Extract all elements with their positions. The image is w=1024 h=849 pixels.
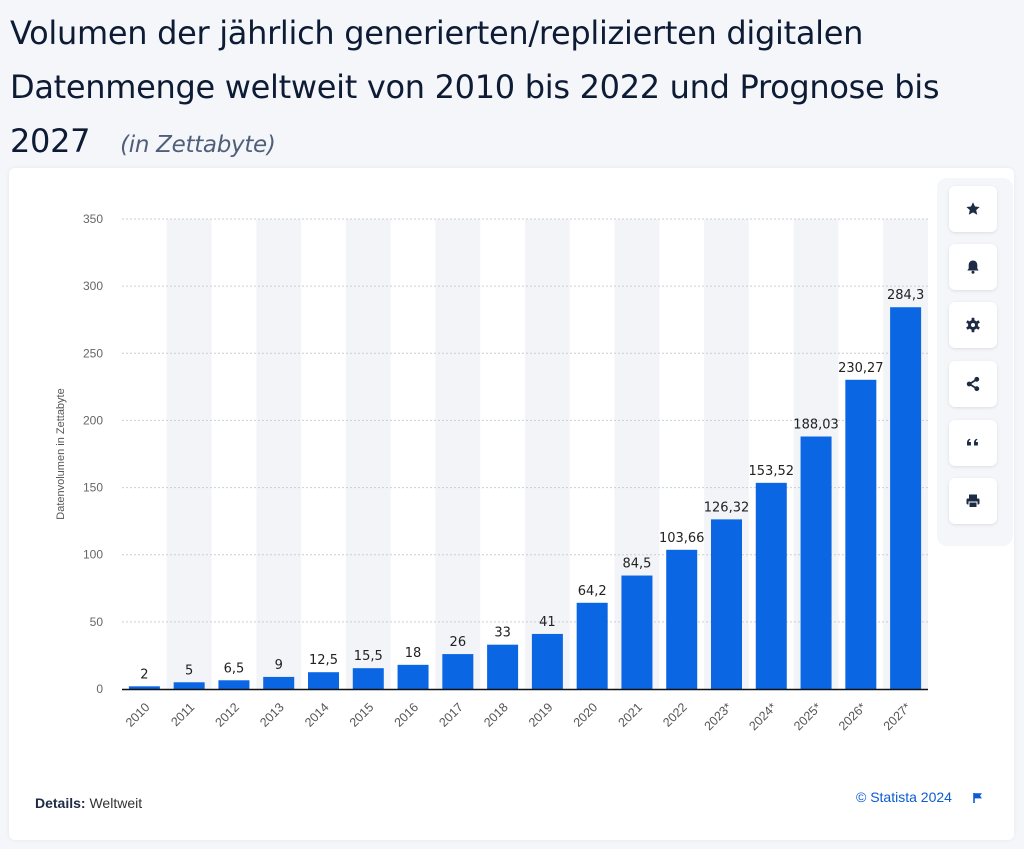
x-tick-label: 2026* xyxy=(836,700,869,733)
data-label: 284,3 xyxy=(887,288,924,303)
share-button[interactable] xyxy=(949,361,997,407)
bar[interactable] xyxy=(845,379,877,689)
cite-button[interactable] xyxy=(949,420,997,466)
bar[interactable] xyxy=(711,519,742,689)
column-band xyxy=(166,219,212,689)
data-label: 12,5 xyxy=(309,653,338,668)
x-tick-label: 2023* xyxy=(702,700,735,733)
data-label: 15,5 xyxy=(354,649,383,664)
y-tick-label: 0 xyxy=(96,682,103,696)
bar[interactable] xyxy=(487,644,519,689)
y-tick-label: 350 xyxy=(83,212,103,226)
x-tick-label: 2010 xyxy=(123,700,153,730)
data-label: 41 xyxy=(539,615,556,630)
flag-icon[interactable] xyxy=(972,792,984,804)
column-band xyxy=(256,219,302,689)
quote-icon xyxy=(967,438,978,446)
bell-icon xyxy=(967,260,979,274)
column-band xyxy=(435,219,481,689)
y-axis-title: Datenvolumen in Zettabyte xyxy=(55,388,67,519)
chart-subtitle: (in Zettabyte) xyxy=(120,132,276,158)
y-tick-label: 200 xyxy=(83,413,103,427)
data-label: 153,52 xyxy=(749,464,795,479)
bar[interactable] xyxy=(442,654,474,689)
x-tick-label: 2017 xyxy=(436,700,466,730)
data-label: 103,66 xyxy=(659,531,705,546)
bar[interactable] xyxy=(576,602,608,689)
gear-icon xyxy=(966,317,980,333)
data-label: 64,2 xyxy=(578,584,607,599)
data-label: 126,32 xyxy=(704,500,750,515)
bar[interactable] xyxy=(666,549,698,689)
x-tick-label: 2013 xyxy=(257,700,287,730)
print-button[interactable] xyxy=(949,478,997,524)
bar[interactable] xyxy=(397,664,429,689)
x-tick-label: 2011 xyxy=(168,700,197,729)
y-tick-label: 300 xyxy=(83,279,103,293)
x-tick-label: 2025* xyxy=(791,700,824,733)
y-tick-label: 250 xyxy=(83,346,103,360)
x-tick-label: 2019 xyxy=(526,700,556,730)
x-tick-label: 2014 xyxy=(302,700,332,730)
x-tick-label: 2020 xyxy=(571,700,601,730)
bar[interactable] xyxy=(352,668,384,689)
bar[interactable] xyxy=(218,680,250,689)
x-tick-label: 2021 xyxy=(615,700,645,730)
data-label: 18 xyxy=(405,646,422,661)
data-label: 33 xyxy=(494,626,511,641)
details-value: Weltweit xyxy=(89,795,143,811)
bar[interactable] xyxy=(755,482,787,689)
x-tick-label: 2027* xyxy=(881,700,914,733)
chart-title: Volumen der jährlich generierten/replizi… xyxy=(10,6,970,172)
bar[interactable] xyxy=(890,307,922,689)
column-band xyxy=(345,219,391,689)
bar[interactable] xyxy=(263,676,295,689)
y-tick-label: 150 xyxy=(83,481,103,495)
x-tick-label: 2022 xyxy=(660,700,690,730)
data-label: 230,27 xyxy=(838,361,884,376)
details-label: Details: xyxy=(35,795,86,811)
bar[interactable] xyxy=(800,436,832,689)
notification-button[interactable] xyxy=(949,244,997,290)
data-label: 26 xyxy=(450,635,467,650)
data-label: 2 xyxy=(140,667,148,682)
bar[interactable] xyxy=(128,686,160,689)
x-tick-label: 2018 xyxy=(481,700,511,730)
star-icon xyxy=(966,202,980,215)
bar[interactable] xyxy=(173,682,205,689)
data-label: 6,5 xyxy=(224,661,245,676)
bar[interactable] xyxy=(621,575,653,689)
printer-icon xyxy=(966,494,980,508)
column-band xyxy=(525,219,570,689)
y-tick-label: 100 xyxy=(83,548,103,562)
bar[interactable] xyxy=(308,672,339,689)
settings-button[interactable] xyxy=(949,302,997,348)
data-label: 9 xyxy=(275,658,283,673)
bar[interactable] xyxy=(531,633,563,689)
data-label: 188,03 xyxy=(793,418,839,433)
y-tick-label: 50 xyxy=(90,615,104,629)
favorite-button[interactable] xyxy=(949,186,997,232)
x-tick-label: 2016 xyxy=(392,700,422,730)
data-label: 84,5 xyxy=(622,557,651,572)
x-tick-label: 2015 xyxy=(347,700,377,730)
x-tick-label: 2012 xyxy=(212,700,242,730)
chart-title-text: Volumen der jährlich generierten/replizi… xyxy=(10,14,940,160)
details-note: Details: Weltweit xyxy=(35,795,142,811)
share-icon xyxy=(966,376,980,392)
data-label: 5 xyxy=(185,663,193,678)
x-tick-label: 2024* xyxy=(746,700,779,733)
statista-copyright-link[interactable]: © Statista 2024 xyxy=(856,789,952,805)
